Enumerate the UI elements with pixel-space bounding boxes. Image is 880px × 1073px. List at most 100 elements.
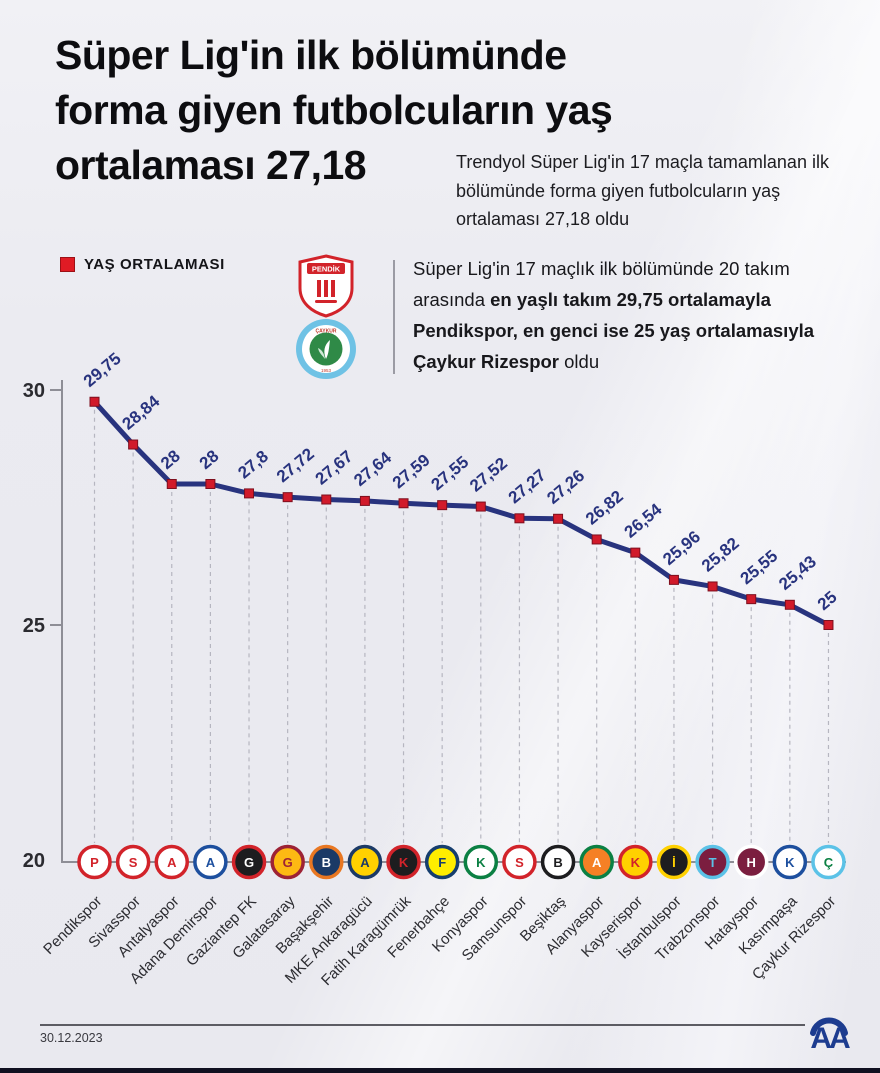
value-label: 27,59 [389, 450, 434, 492]
data-point-marker [668, 574, 679, 585]
team-badge: K [618, 844, 653, 880]
data-point-marker [784, 599, 795, 610]
svg-text:H: H [747, 855, 756, 870]
team-badge: S [115, 844, 151, 880]
team-badge: S [502, 844, 537, 880]
subtitle: Trendyol Süper Lig'in 17 maçla tamamlana… [456, 152, 829, 229]
svg-text:G: G [283, 855, 293, 870]
svg-text:S: S [129, 855, 138, 870]
team-badge: T [695, 844, 730, 880]
value-label: 27,64 [350, 448, 395, 490]
pendikspor-crest-icon: PENDİK [298, 254, 354, 318]
team-badge: A [347, 844, 383, 880]
team-badge: G [270, 844, 305, 880]
info-box-text: Süper Lig'in 17 maçlık ilk bölümünde 20 … [413, 253, 843, 377]
value-label: 26,54 [621, 499, 666, 541]
data-point-marker [746, 594, 757, 605]
anadolu-agency-logo-icon: AA [810, 1017, 852, 1052]
svg-text:1953: 1953 [321, 368, 332, 373]
svg-text:F: F [438, 855, 446, 870]
legend: YAŞ ORTALAMASI [60, 256, 225, 273]
team-badge: G [231, 844, 267, 880]
value-label: 28 [157, 446, 184, 473]
svg-text:A: A [360, 855, 370, 870]
data-point-marker [514, 513, 525, 524]
svg-text:K: K [631, 855, 641, 870]
value-label: 25,55 [737, 546, 782, 588]
value-label: 27,72 [273, 444, 318, 486]
data-point-marker [398, 498, 409, 509]
info-box-line: Pendikspor, en genci ise 25 yaş ortalama… [413, 320, 815, 341]
team-badge: Ç [811, 844, 846, 880]
y-tick-label: 30 [23, 380, 45, 402]
title-line-2: forma giyen futbolcuların yaş [55, 87, 613, 133]
value-label: 25,96 [659, 527, 704, 569]
svg-text:A: A [167, 855, 177, 870]
svg-text:K: K [785, 855, 795, 870]
svg-text:B: B [553, 855, 562, 870]
value-label: 26,82 [582, 487, 627, 529]
value-label: 25 [814, 587, 841, 614]
data-point-marker [823, 620, 834, 630]
legend-swatch-icon [60, 257, 75, 272]
svg-text:PENDİK: PENDİK [312, 265, 341, 274]
team-badge: A [193, 844, 228, 880]
team-badge: F [424, 844, 460, 880]
value-label: 28 [196, 446, 223, 473]
value-label: 27,67 [312, 447, 357, 489]
data-point-marker [166, 479, 177, 489]
svg-text:İ: İ [672, 855, 676, 870]
info-box-divider [393, 260, 395, 374]
team-badge: B [309, 844, 344, 880]
svg-text:B: B [322, 855, 331, 870]
value-label: 27,26 [543, 466, 588, 508]
info-box-line: arasında en yaşlı takım 29,75 ortalamayl… [413, 289, 771, 310]
value-label: 25,82 [698, 534, 743, 576]
svg-text:K: K [399, 855, 409, 870]
data-point-marker [205, 479, 216, 489]
data-point-marker [707, 581, 718, 592]
svg-text:K: K [476, 855, 486, 870]
data-point-marker [244, 488, 255, 499]
info-box-line: Çaykur Rizespor oldu [413, 351, 600, 372]
data-point-marker [591, 534, 602, 545]
value-label: 27,52 [466, 454, 511, 496]
svg-text:AA: AA [810, 1022, 850, 1052]
svg-text:A: A [206, 855, 216, 870]
data-point-marker [128, 439, 139, 450]
svg-text:Ç: Ç [824, 855, 834, 870]
team-badge: K [463, 844, 499, 880]
team-badge: B [540, 844, 576, 880]
footer-divider [40, 1024, 805, 1026]
y-tick-label: 25 [23, 615, 45, 637]
legend-label: YAŞ ORTALAMASI [84, 256, 225, 273]
data-point-marker [630, 547, 641, 558]
team-badge: A [579, 844, 614, 880]
svg-text:S: S [515, 855, 524, 870]
page-title: Süper Lig'in ilk bölümünde forma giyen f… [55, 28, 695, 193]
value-label: 25,43 [775, 552, 820, 594]
team-badge: K [772, 844, 808, 880]
team-badge: P [77, 844, 112, 880]
svg-text:ÇAYKUR: ÇAYKUR [316, 329, 337, 335]
info-box-line: Süper Lig'in 17 maçlık ilk bölümünde 20 … [413, 258, 790, 279]
data-point-marker [282, 492, 293, 503]
value-label: 27,55 [428, 452, 473, 494]
value-label: 27,8 [234, 447, 272, 483]
value-label: 27,27 [505, 465, 550, 507]
svg-text:G: G [244, 855, 254, 870]
footer-date: 30.12.2023 [40, 1031, 103, 1045]
title-line-3: ortalaması 27,18 [55, 142, 367, 188]
svg-text:T: T [709, 855, 717, 870]
data-point-marker [321, 494, 332, 505]
age-series-line [92, 399, 831, 628]
data-point-marker [475, 501, 486, 512]
team-badge: A [154, 844, 190, 880]
title-line-1: Süper Lig'in ilk bölümünde [55, 32, 567, 78]
data-point-marker [553, 513, 564, 524]
value-label: 29,75 [80, 349, 125, 391]
data-point-marker [437, 500, 448, 511]
data-point-marker [359, 495, 370, 506]
team-badge: H [733, 844, 769, 880]
